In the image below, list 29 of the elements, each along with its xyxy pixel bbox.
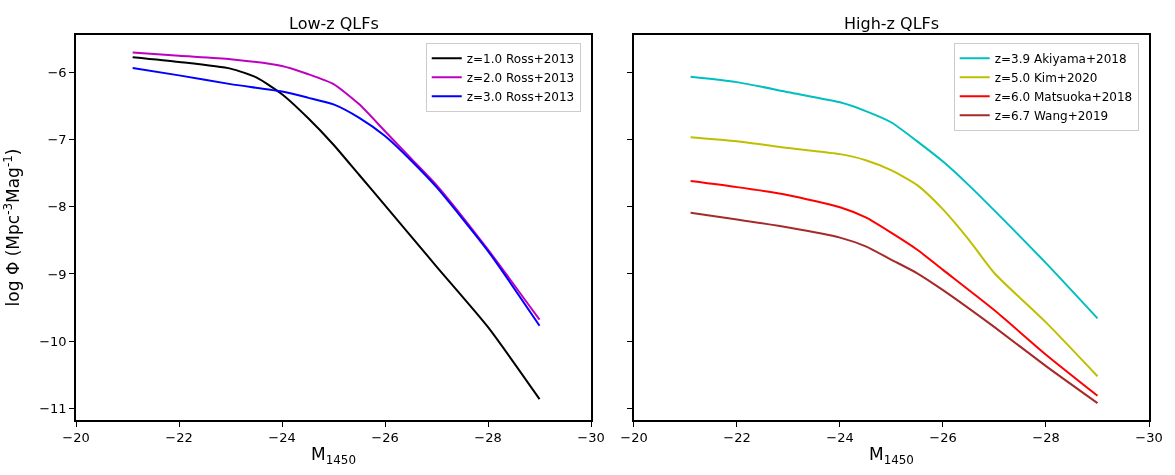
x-tick-label: −24 bbox=[268, 430, 296, 446]
x-tick-label: −26 bbox=[929, 430, 957, 446]
chart-title: Low-z QLFs bbox=[289, 14, 379, 33]
x-tick-label: −28 bbox=[474, 430, 502, 446]
legend-label: z=2.0 Ross+2013 bbox=[466, 70, 575, 85]
x-tick-label: −20 bbox=[620, 430, 648, 446]
y-tick-label: −10 bbox=[39, 333, 67, 349]
y-tick-label: −7 bbox=[47, 131, 67, 147]
x-tick-label: −30 bbox=[577, 430, 605, 446]
legend-label: z=3.9 Akiyama+2018 bbox=[994, 51, 1127, 66]
legend-label: z=5.0 Kim+2020 bbox=[994, 70, 1098, 85]
y-tick-label: −11 bbox=[39, 401, 67, 417]
x-tick-label: −30 bbox=[1135, 430, 1163, 446]
x-tick-label: −22 bbox=[723, 430, 751, 446]
chart-title: High-z QLFs bbox=[844, 14, 940, 33]
x-axis-title: M$_{1450}$ bbox=[311, 444, 356, 467]
x-tick-label: −20 bbox=[62, 430, 90, 446]
legend-label: z=3.0 Ross+2013 bbox=[466, 89, 575, 104]
x-tick-label: −22 bbox=[165, 430, 193, 446]
legend-label: z=6.0 Matsuoka+2018 bbox=[994, 89, 1133, 104]
y-tick-label: −6 bbox=[47, 64, 67, 80]
legend-label: z=6.7 Wang+2019 bbox=[994, 108, 1109, 123]
x-tick-label: −26 bbox=[371, 430, 399, 446]
x-tick-label: −24 bbox=[826, 430, 854, 446]
x-axis-title: M$_{1450}$ bbox=[869, 444, 914, 467]
x-tick-label: −28 bbox=[1032, 430, 1060, 446]
y-tick-label: −8 bbox=[47, 199, 67, 215]
legend-label: z=1.0 Ross+2013 bbox=[466, 51, 575, 66]
y-tick-label: −9 bbox=[47, 266, 67, 282]
